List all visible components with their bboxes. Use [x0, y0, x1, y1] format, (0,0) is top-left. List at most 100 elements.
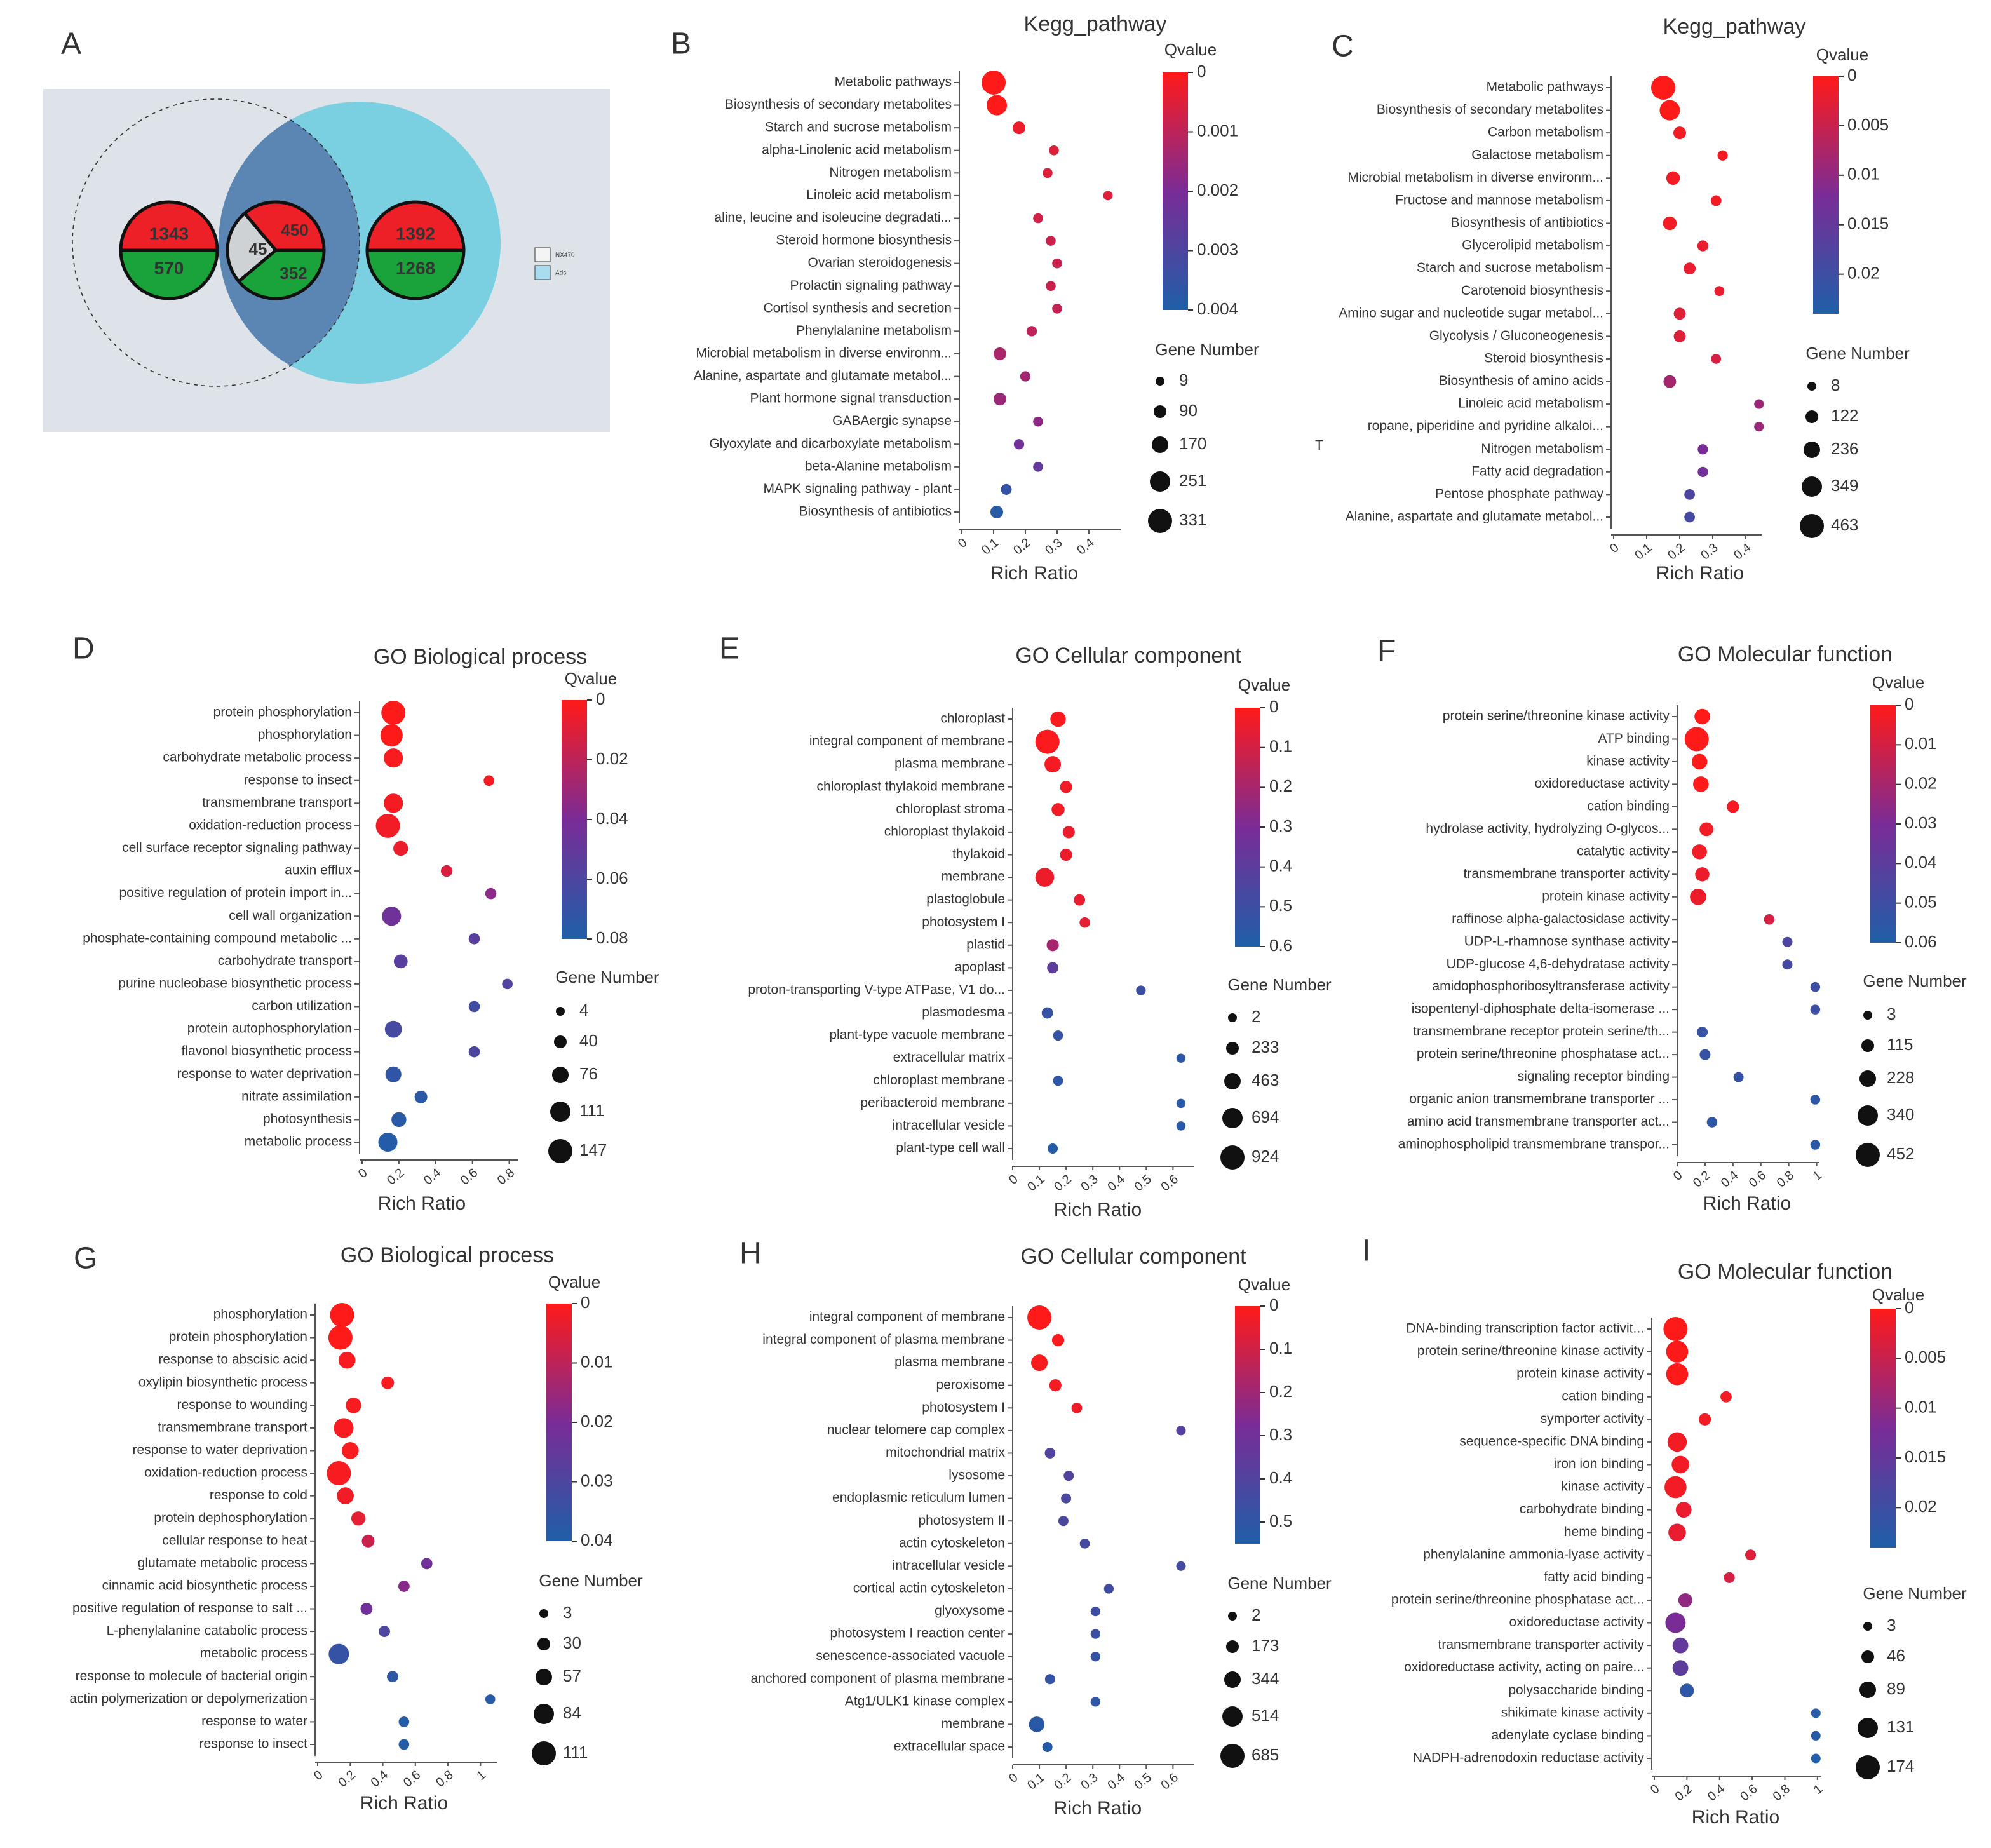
- colorbar-tick-label: 0: [1847, 65, 1856, 84]
- x-tick-label: 0.2: [1011, 536, 1033, 558]
- x-tick-label: 0: [311, 1768, 326, 1783]
- y-tick-label: membrane: [942, 1716, 1005, 1731]
- bubble: [1664, 1476, 1687, 1499]
- size-legend-dot: [1149, 471, 1171, 492]
- bubble: [1029, 1716, 1045, 1732]
- bubble: [1666, 171, 1680, 185]
- bubble: [1699, 1049, 1711, 1060]
- size-legend-dot: [1228, 1013, 1237, 1022]
- panel-label: D: [72, 632, 95, 666]
- bubble: [986, 95, 1008, 116]
- colorbar-tick-label: 0.06: [1905, 932, 1937, 951]
- bubble: [1714, 286, 1725, 297]
- x-tick-label: 0.4: [368, 1768, 391, 1790]
- y-tick-label: plastoglobule: [926, 892, 1005, 907]
- y-tick-label: Phenylalanine metabolism: [796, 323, 952, 338]
- size-legend-label: 111: [579, 1101, 605, 1120]
- colorbar-tick-label: 0.02: [1905, 774, 1937, 793]
- x-tick-label: 0: [356, 1166, 370, 1181]
- colorbar-tick-label: 0.1: [1269, 737, 1292, 756]
- size-legend-label: 147: [579, 1140, 607, 1159]
- size-legend-label: 40: [579, 1031, 598, 1050]
- colorbar-tick-label: 0: [1905, 694, 1913, 713]
- y-tick-label: Glycolysis / Gluconeogenesis: [1429, 328, 1603, 343]
- y-tick-label: GABAergic synapse: [832, 414, 952, 428]
- bubble: [1717, 150, 1728, 161]
- bubble: [1684, 727, 1709, 752]
- size-legend-label: 3: [1887, 1615, 1896, 1635]
- y-tick-label: auxin efflux: [285, 863, 352, 878]
- x-tick-label: 1: [1811, 1168, 1825, 1184]
- y-tick-label: Plant hormone signal transduction: [750, 391, 952, 406]
- y-tick-label: phosphorylation: [258, 727, 352, 742]
- y-tick-label: oxidoreductase activity: [1509, 1615, 1645, 1629]
- x-tick-label: 0.2: [1051, 1172, 1074, 1194]
- y-tick-label: chloroplast thylakoid membrane: [817, 779, 1005, 793]
- y-tick-label: MAPK signaling pathway - plant: [764, 482, 952, 496]
- x-tick-label: 0.3: [1078, 1172, 1100, 1194]
- bubble: [1672, 1637, 1689, 1654]
- bubble: [1666, 1363, 1689, 1386]
- y-tick-label: ATP binding: [1598, 731, 1670, 746]
- size-legend-label: 2: [1252, 1605, 1260, 1624]
- pie-slice: [236, 248, 326, 300]
- bubble: [1052, 258, 1062, 269]
- size-legend-label: 131: [1887, 1717, 1914, 1736]
- x-tick-label: 0.4: [1105, 1770, 1127, 1793]
- y-tick-label: oxidation-reduction process: [144, 1466, 307, 1480]
- size-legend-dot: [1220, 1744, 1245, 1768]
- colorbar: [1870, 1309, 1896, 1548]
- y-tick-label: photosystem I reaction center: [830, 1626, 1005, 1641]
- y-tick-label: response to water deprivation: [177, 1067, 353, 1081]
- colorbar-tick-label: 0.06: [596, 868, 628, 887]
- size-legend-label: 3: [563, 1603, 572, 1622]
- y-tick-label: nuclear telomere cap complex: [827, 1422, 1006, 1437]
- bubble: [337, 1487, 354, 1504]
- colorbar-tick-label: 0.003: [1197, 239, 1238, 259]
- size-legend-dot: [1802, 476, 1822, 497]
- y-tick-label: hydrolase activity, hydrolyzing O-glycos…: [1426, 821, 1670, 836]
- size-legend-dot: [1224, 1073, 1241, 1089]
- y-tick-label: thylakoid: [952, 847, 1005, 861]
- bubble: [1090, 1606, 1101, 1617]
- bubble: [328, 1643, 349, 1664]
- colorbar-title: Qvalue: [1872, 673, 1924, 692]
- y-tick-label: integral component of membrane: [809, 1310, 1005, 1325]
- bubble: [1673, 330, 1686, 342]
- bubble: [393, 954, 408, 969]
- bubble: [1665, 1612, 1686, 1633]
- y-tick-label: Linoleic acid metabolism: [1458, 396, 1603, 411]
- y-tick-label: photosystem I: [922, 915, 1005, 929]
- y-tick-label: Biosynthesis of antibiotics: [1451, 215, 1603, 230]
- x-tick-label: 0: [955, 536, 970, 551]
- y-tick-label: beta-Alanine metabolism: [805, 459, 952, 473]
- size-legend-label: 9: [1179, 370, 1188, 389]
- x-axis-label: Rich Ratio: [990, 563, 1078, 584]
- bubble: [1680, 1683, 1694, 1698]
- bubble: [1071, 1402, 1083, 1413]
- size-legend-dot: [556, 1007, 565, 1016]
- x-tick-label: 0.2: [335, 1768, 358, 1790]
- y-tick-label: Steroid hormone biosynthesis: [776, 233, 952, 248]
- y-tick-label: Carbon metabolism: [1488, 125, 1603, 140]
- y-tick-label: Fatty acid degradation: [1471, 464, 1603, 478]
- colorbar-tick-label: 0.02: [1905, 1497, 1937, 1516]
- bubble: [440, 865, 453, 877]
- y-tick-label: L-phenylalanine catabolic process: [107, 1624, 307, 1638]
- bubble: [387, 1671, 398, 1683]
- bubble: [375, 813, 400, 838]
- x-axis-label: Rich Ratio: [1656, 563, 1744, 584]
- y-tick-label: Steroid biosynthesis: [1484, 351, 1603, 365]
- size-legend-label: 8: [1831, 375, 1840, 395]
- y-tick-label: Alanine, aspartate and glutamate metabol…: [1346, 509, 1603, 524]
- x-tick-label: 0.2: [1051, 1770, 1074, 1793]
- size-legend-title: Gene Number: [555, 968, 659, 987]
- y-tick-label: nitrate assimilation: [241, 1089, 352, 1103]
- size-legend-title: Gene Number: [1805, 344, 1910, 363]
- colorbar-tick-label: 0.01: [1905, 1398, 1937, 1417]
- bubble: [1782, 959, 1793, 970]
- bubble: [1810, 1004, 1821, 1015]
- colorbar-tick-label: 0: [1197, 62, 1206, 81]
- y-tick-label: raffinose alpha-galactosidase activity: [1452, 912, 1670, 926]
- y-tick-label: glutamate metabolic process: [138, 1556, 307, 1570]
